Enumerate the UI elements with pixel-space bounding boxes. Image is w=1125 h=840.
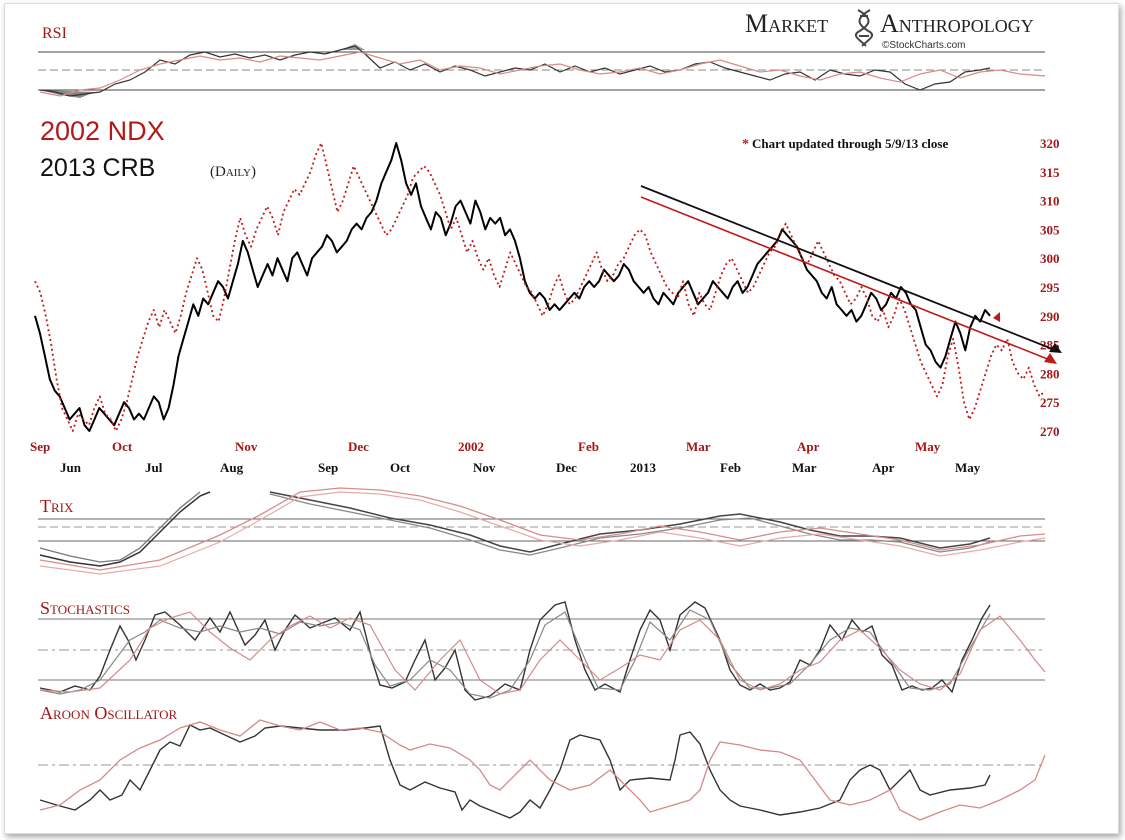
red-trend-line: [640, 196, 1051, 361]
title-crb: 2013 CRB: [40, 154, 155, 182]
x-tick-label-2002: Sep: [30, 439, 50, 454]
trix-line-dark-3: [269, 491, 991, 553]
trix-label: Trix: [40, 496, 74, 516]
rsi-line-crb: [39, 45, 991, 97]
x-tick-label-2013: Mar: [792, 460, 817, 475]
rsi-panel: RSI: [38, 25, 1046, 98]
main-plot: [34, 142, 1046, 432]
red-marker-arrow: [993, 312, 1000, 322]
x-tick-label-2013: Jun: [60, 460, 82, 475]
x-tick-label-2013: Feb: [720, 460, 741, 475]
x-tick-label-2002: Nov: [235, 439, 258, 454]
title-crb-sub: (Daily): [210, 164, 256, 180]
stochastics-label: Stochastics: [40, 598, 130, 618]
chart-frame: [4, 3, 1119, 834]
stoch-line-red: [39, 611, 1046, 695]
x-tick-label-2013: Aug: [220, 460, 244, 475]
aroon-line-red: [39, 719, 1046, 821]
x-tick-label-2013: Nov: [473, 460, 496, 475]
x-tick-label-2013: 2013: [630, 460, 657, 475]
y-tick-label: 290: [1040, 309, 1060, 324]
x-tick-label-2002: Apr: [797, 439, 820, 454]
x-tick-label-2013: Oct: [390, 460, 411, 475]
y-tick-label: 280: [1040, 366, 1060, 381]
x-tick-label-2002: Mar: [686, 439, 711, 454]
y-tick-label: 300: [1040, 251, 1060, 266]
brand-logo: Market Anthropology ©StockCharts.com: [745, 9, 1034, 51]
series-line-crb-2013: [34, 142, 991, 432]
dna-icon: [854, 9, 874, 47]
x-tick-label-2013: May: [955, 460, 981, 475]
brand-right: Anthropology: [880, 9, 1034, 38]
trend-lines: [640, 185, 1062, 364]
stoch-line-d: [39, 609, 991, 699]
rsi-label: RSI: [42, 25, 67, 42]
trix-line-dark-4: [269, 493, 991, 556]
y-tick-label: 305: [1040, 222, 1060, 237]
x-tick-label-2002: Feb: [578, 439, 599, 454]
stochastics-panel: Stochastics: [38, 598, 1046, 701]
x-axis-2002: Sep Oct Nov Dec 2002 Feb Mar Apr May: [30, 439, 941, 454]
brand-source: ©StockCharts.com: [882, 40, 966, 51]
x-tick-label-2013: Apr: [872, 460, 895, 475]
y-tick-label: 275: [1040, 395, 1060, 410]
x-tick-label-2002: 2002: [458, 439, 484, 454]
y-tick-label: 310: [1040, 194, 1060, 209]
y-tick-label: 315: [1040, 165, 1060, 180]
title-ndx: 2002 NDX: [40, 116, 165, 146]
aroon-line-dark: [39, 724, 991, 819]
trix-line-dark-1: [39, 491, 211, 567]
trix-panel: Trix: [38, 487, 1046, 575]
y-tick-label: 295: [1040, 280, 1060, 295]
y-tick-label: 270: [1040, 424, 1060, 439]
note-text: Chart updated through 5/9/13 close: [752, 136, 948, 151]
rsi-line-ndx: [39, 51, 1046, 97]
black-trend-arrow: [1049, 343, 1062, 353]
x-tick-label-2013: Dec: [556, 460, 577, 475]
trix-line-dark-2: [39, 491, 201, 563]
note-star: *: [742, 137, 749, 152]
trix-line-red-1: [39, 487, 1046, 571]
black-trend-line: [640, 185, 1056, 351]
aroon-label: Aroon Oscillator: [40, 703, 177, 723]
trix-line-red-2: [39, 491, 1046, 575]
x-axis-2013: Jun Jul Aug Sep Oct Nov Dec 2013 Feb Mar Apr May: [60, 460, 981, 475]
brand-left: Market: [745, 9, 828, 38]
red-trend-arrow: [1044, 353, 1057, 364]
x-tick-label-2002: May: [915, 439, 941, 454]
series-line-ndx-2002: [34, 142, 1046, 432]
x-tick-label-2002: Dec: [348, 439, 369, 454]
x-tick-label-2002: Oct: [112, 439, 133, 454]
stoch-line-k: [39, 601, 991, 701]
x-tick-label-2013: Jul: [145, 460, 163, 475]
x-tick-label-2013: Sep: [318, 460, 338, 475]
y-tick-label: 320: [1040, 136, 1060, 151]
aroon-panel: Aroon Oscillator: [38, 703, 1046, 821]
